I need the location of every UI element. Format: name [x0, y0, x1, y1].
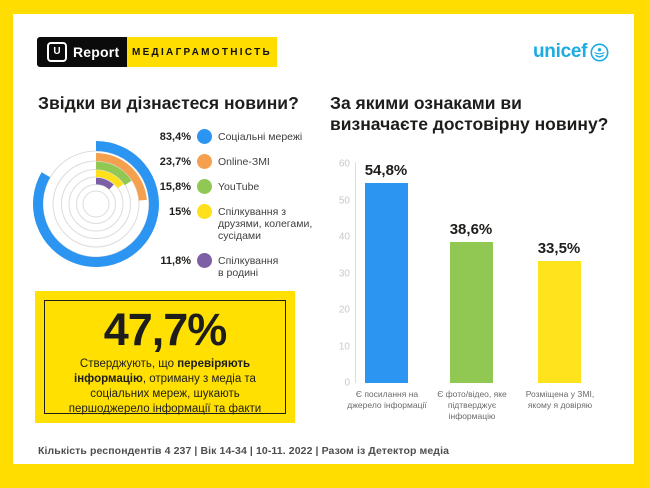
donut-chart-title: Звідки ви дізнаєтеся новини?: [38, 93, 299, 113]
legend-label: YouTube: [218, 181, 260, 193]
donut-arc-3: [95, 170, 124, 189]
bar-value-label: 54,8%: [364, 161, 408, 179]
stat-description: Стверджують, що перевіряють інформацію, …: [68, 358, 262, 415]
footer-respondents-info: Кількість респондентів 4 237 | Вік 14-34…: [38, 445, 450, 457]
donut-legend: 83,4% Соціальні мережі 23,7% Online-ЗМІ …: [131, 129, 321, 279]
radial-bar-chart: [18, 126, 174, 282]
y-tick-label: 40: [338, 231, 350, 243]
legend-value: 11,8%: [160, 254, 191, 267]
media-literacy-banner: МЕДІАГРАМОТНІСТЬ: [127, 37, 277, 67]
bar-photo-video: [450, 242, 493, 383]
legend-value: 23,7%: [159, 156, 191, 168]
unicef-globe-icon: [590, 43, 609, 61]
legend-dot-purple-icon: [197, 252, 212, 268]
bar-category-label: Розміщена у ЗМІ, якому я довіряю: [525, 389, 595, 411]
legend-item-online-media: 23,7% Online-ЗМІ: [131, 154, 321, 169]
unicef-logo-text: unicef: [533, 41, 588, 62]
donut-arc-4: [95, 177, 114, 190]
y-tick-label: 0: [344, 377, 350, 389]
donut-grid-ring: [76, 184, 116, 224]
legend-dot-blue-icon: [197, 129, 212, 144]
donut-arc-2: [95, 161, 132, 186]
y-tick-label: 60: [338, 158, 350, 170]
bar-value-label: 38,6%: [449, 221, 493, 239]
media-literacy-banner-label: МЕДІАГРАМОТНІСТЬ: [131, 46, 273, 58]
bar-value-label: 33,5%: [537, 239, 581, 257]
ureport-logo-text: Report: [73, 44, 120, 60]
bar-chart: 0 10 20 30 40 50 60 54,8% 38,6% 33,5% Є посила…: [330, 158, 620, 440]
legend-item-youtube: 15,8% YouTube: [131, 179, 321, 194]
donut-arc-1: [95, 153, 147, 201]
donut-arc-0: [33, 141, 159, 267]
content-card: U Report МЕДІАГРАМОТНІСТЬ unicef Звідки …: [13, 14, 634, 464]
bar-chart-title: За якими ознаками ви визначаєте достовір…: [330, 93, 609, 134]
legend-dot-green-icon: [197, 179, 212, 194]
stat-highlight-box: 47,7% Стверджують, що перевіряють інформ…: [35, 291, 295, 423]
legend-item-family: 11,8% Спілкування в родині: [131, 252, 321, 279]
donut-grid-ring: [82, 190, 110, 218]
legend-value: 83,4%: [159, 131, 191, 143]
stat-value: 47,7%: [103, 304, 228, 355]
legend-label: Соціальні мережі: [218, 131, 303, 143]
legend-label: Спілкування в родині: [218, 254, 279, 279]
stat-box-border: [44, 300, 286, 414]
bar-source-link: [365, 182, 408, 383]
legend-item-friends: 15% Спілкування з друзями, колегами, сус…: [131, 204, 321, 243]
legend-value: 15,8%: [159, 181, 191, 193]
y-tick-label: 30: [338, 268, 350, 279]
bar-category-label: Є фото/відео, яке підтверджує інформацію: [437, 389, 507, 422]
y-tick-label: 10: [338, 341, 350, 352]
legend-label: Спілкування з друзями, колегами, сусідам…: [218, 206, 313, 243]
legend-dot-orange-icon: [197, 154, 212, 169]
legend-value: 15%: [168, 206, 191, 218]
donut-grid-ring: [61, 169, 131, 239]
y-axis-line: [355, 162, 356, 383]
y-tick-label: 50: [338, 195, 350, 206]
bar-category-label: Є посилання на джерело інформації: [347, 389, 427, 411]
unicef-logo: unicef: [533, 41, 609, 63]
legend-dot-yellow-icon: [197, 204, 212, 219]
donut-grid-ring: [52, 160, 140, 248]
legend-item-social: 83,4% Соціальні мережі: [131, 129, 321, 144]
y-tick-label: 20: [338, 304, 350, 316]
donut-grid-ring: [68, 176, 124, 232]
legend-label: Online-ЗМІ: [218, 156, 270, 168]
bar-trusted-media: [538, 260, 581, 383]
ureport-logo: U Report: [37, 37, 127, 67]
ureport-u-icon: U: [47, 42, 67, 62]
